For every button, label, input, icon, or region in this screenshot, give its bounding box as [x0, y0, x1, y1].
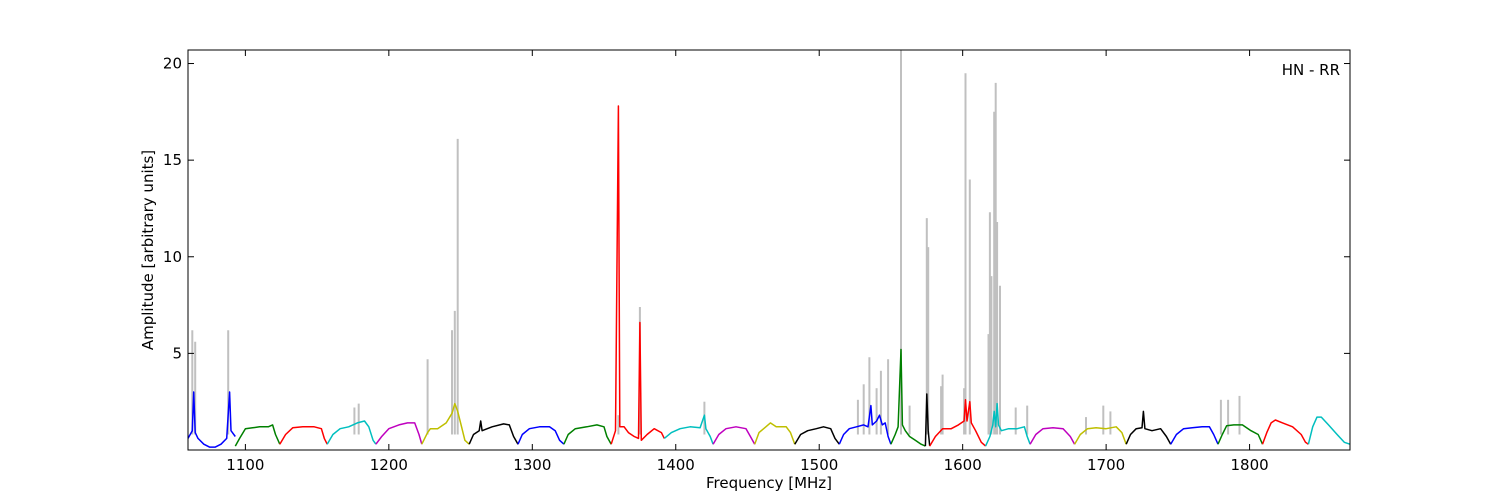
x-axis-label: Frequency [MHz]: [706, 474, 832, 492]
series-line: [929, 399, 987, 447]
series-line: [1261, 419, 1309, 445]
series-line: [234, 424, 281, 447]
series-line: [187, 391, 236, 448]
series-line: [279, 426, 328, 445]
series-line: [663, 414, 714, 445]
plot-area: [188, 50, 1350, 450]
series-line: [326, 420, 377, 445]
x-tick-label: 1800: [1230, 456, 1268, 474]
series-line: [1170, 426, 1219, 445]
annotation-label: HN - RR: [1282, 61, 1340, 79]
series-line: [610, 105, 665, 445]
axis-ticks: 1100 1200 1300 1400 1500 1600 1700 1800 5 10 15 20: [163, 50, 1350, 474]
series-line: [984, 402, 1031, 447]
series-line: [890, 348, 926, 447]
y-tick-label: 20: [163, 55, 182, 73]
series-line: [924, 393, 931, 447]
x-tick-label: 1500: [800, 456, 838, 474]
plot-frame: [187, 49, 1351, 451]
series-line: [794, 426, 840, 445]
series-line: [1307, 416, 1351, 445]
y-tick-label: 10: [163, 248, 182, 266]
series-line: [838, 404, 892, 445]
y-tick-label: 5: [172, 344, 182, 362]
series-line: [753, 422, 796, 445]
x-tick-label: 1300: [513, 456, 551, 474]
series-line: [421, 402, 470, 445]
y-tick-label: 15: [163, 151, 182, 169]
series-lines: [187, 105, 1351, 448]
series-line: [375, 422, 423, 445]
x-tick-label: 1100: [226, 456, 264, 474]
series-line: [563, 424, 612, 445]
series-line: [517, 426, 565, 445]
x-tick-label: 1600: [944, 456, 982, 474]
series-line: [1073, 426, 1127, 445]
x-tick-label: 1200: [370, 456, 408, 474]
series-line: [468, 420, 519, 445]
x-tick-label: 1700: [1087, 456, 1125, 474]
x-tick-label: 1400: [657, 456, 695, 474]
series-line: [1125, 410, 1172, 445]
y-axis-label: Amplitude [arbitrary units]: [139, 150, 157, 350]
series-line: [1029, 427, 1076, 445]
series-line: [712, 426, 756, 445]
series-line: [1217, 424, 1264, 445]
